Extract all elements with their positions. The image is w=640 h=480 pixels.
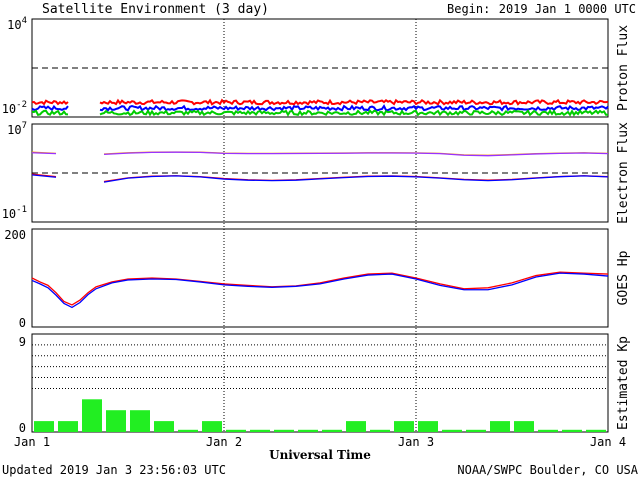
kp-bar-10 <box>274 429 294 432</box>
proton-ylabel: Proton Flux <box>616 25 631 111</box>
proton-ytick-bottom: 10-2 <box>2 100 27 116</box>
kp-bar-22 <box>562 429 582 432</box>
kp-bar-5 <box>154 421 174 432</box>
kp-bar-19 <box>490 421 510 432</box>
credit-text: NOAA/SWPC Boulder, CO USA <box>457 463 638 477</box>
electron-series-3-line <box>31 174 57 178</box>
electron-ylabel: Electron Flux <box>616 122 631 224</box>
chart-title: Satellite Environment (3 day) <box>42 2 269 17</box>
kp-bar-14 <box>370 429 390 432</box>
kp-bar-23 <box>586 429 606 432</box>
kp-bars-layer <box>32 333 608 432</box>
day-divider-lines <box>223 19 417 432</box>
kp-bar-7 <box>202 421 222 432</box>
begin-value: 2019 Jan 1 0000 UTC <box>499 2 636 16</box>
goes-hp-series-1-line <box>31 272 609 309</box>
proton-series-0-line <box>31 99 69 106</box>
kp-bar-12 <box>322 429 342 432</box>
kp-ylabel: Estimated Kp <box>616 336 631 430</box>
kp-bar-20 <box>514 421 534 432</box>
xtick-jan1: Jan 1 <box>14 435 50 449</box>
kp-bar-1 <box>58 421 78 432</box>
electron-series-1-line-1 <box>103 151 609 157</box>
kp-bar-16 <box>418 421 438 432</box>
xtick-jan2: Jan 2 <box>206 435 242 449</box>
kp-bar-15 <box>394 421 414 432</box>
goes-ytick-bottom: 0 <box>19 316 26 330</box>
proton-series-1-line-1 <box>99 104 609 112</box>
kp-bar-3 <box>106 410 126 432</box>
updated-timestamp: Updated 2019 Jan 3 23:56:03 UTC <box>2 463 226 477</box>
electron-series-layer <box>31 151 609 183</box>
begin-label: Begin: <box>447 2 490 16</box>
kp-bar-9 <box>250 429 270 432</box>
kp-ytick-bottom: 0 <box>19 421 26 435</box>
goes-hp-ylabel: GOES Hp <box>616 250 631 305</box>
goes-ytick-top: 200 <box>4 228 26 242</box>
kp-ytick-top: 9 <box>19 335 26 349</box>
electron-series-3-line-1 <box>103 175 609 183</box>
electron-ytick-top: 107 <box>7 121 27 137</box>
kp-bar-6 <box>178 429 198 432</box>
kp-bar-17 <box>442 429 462 432</box>
kp-bar-18 <box>466 429 486 432</box>
goes-hp-series-0-line <box>31 271 609 306</box>
kp-bar-8 <box>226 429 246 432</box>
xtick-jan4: Jan 4 <box>590 435 626 449</box>
electron-series-1-line <box>31 152 57 155</box>
proton-series-2-line <box>31 109 69 116</box>
proton-series-1-line <box>31 104 69 112</box>
goes-hp-series-layer <box>31 271 609 309</box>
electron-ytick-bottom: 10-1 <box>2 205 27 221</box>
kp-bar-21 <box>538 429 558 432</box>
kp-bar-13 <box>346 421 366 432</box>
electron-panel-frame <box>31 123 609 223</box>
proton-ytick-top: 104 <box>7 16 27 32</box>
xtick-jan3: Jan 3 <box>398 435 434 449</box>
proton-series-0-line-1 <box>99 98 609 106</box>
proton-series-2-line-1 <box>99 108 609 117</box>
proton-series-layer <box>31 67 609 117</box>
x-axis-label: Universal Time <box>269 448 371 462</box>
kp-bar-11 <box>298 429 318 432</box>
kp-bar-2 <box>82 399 102 432</box>
goes-hp-panel-frame <box>31 228 609 328</box>
kp-bar-0 <box>34 421 54 432</box>
kp-bar-4 <box>130 410 150 432</box>
